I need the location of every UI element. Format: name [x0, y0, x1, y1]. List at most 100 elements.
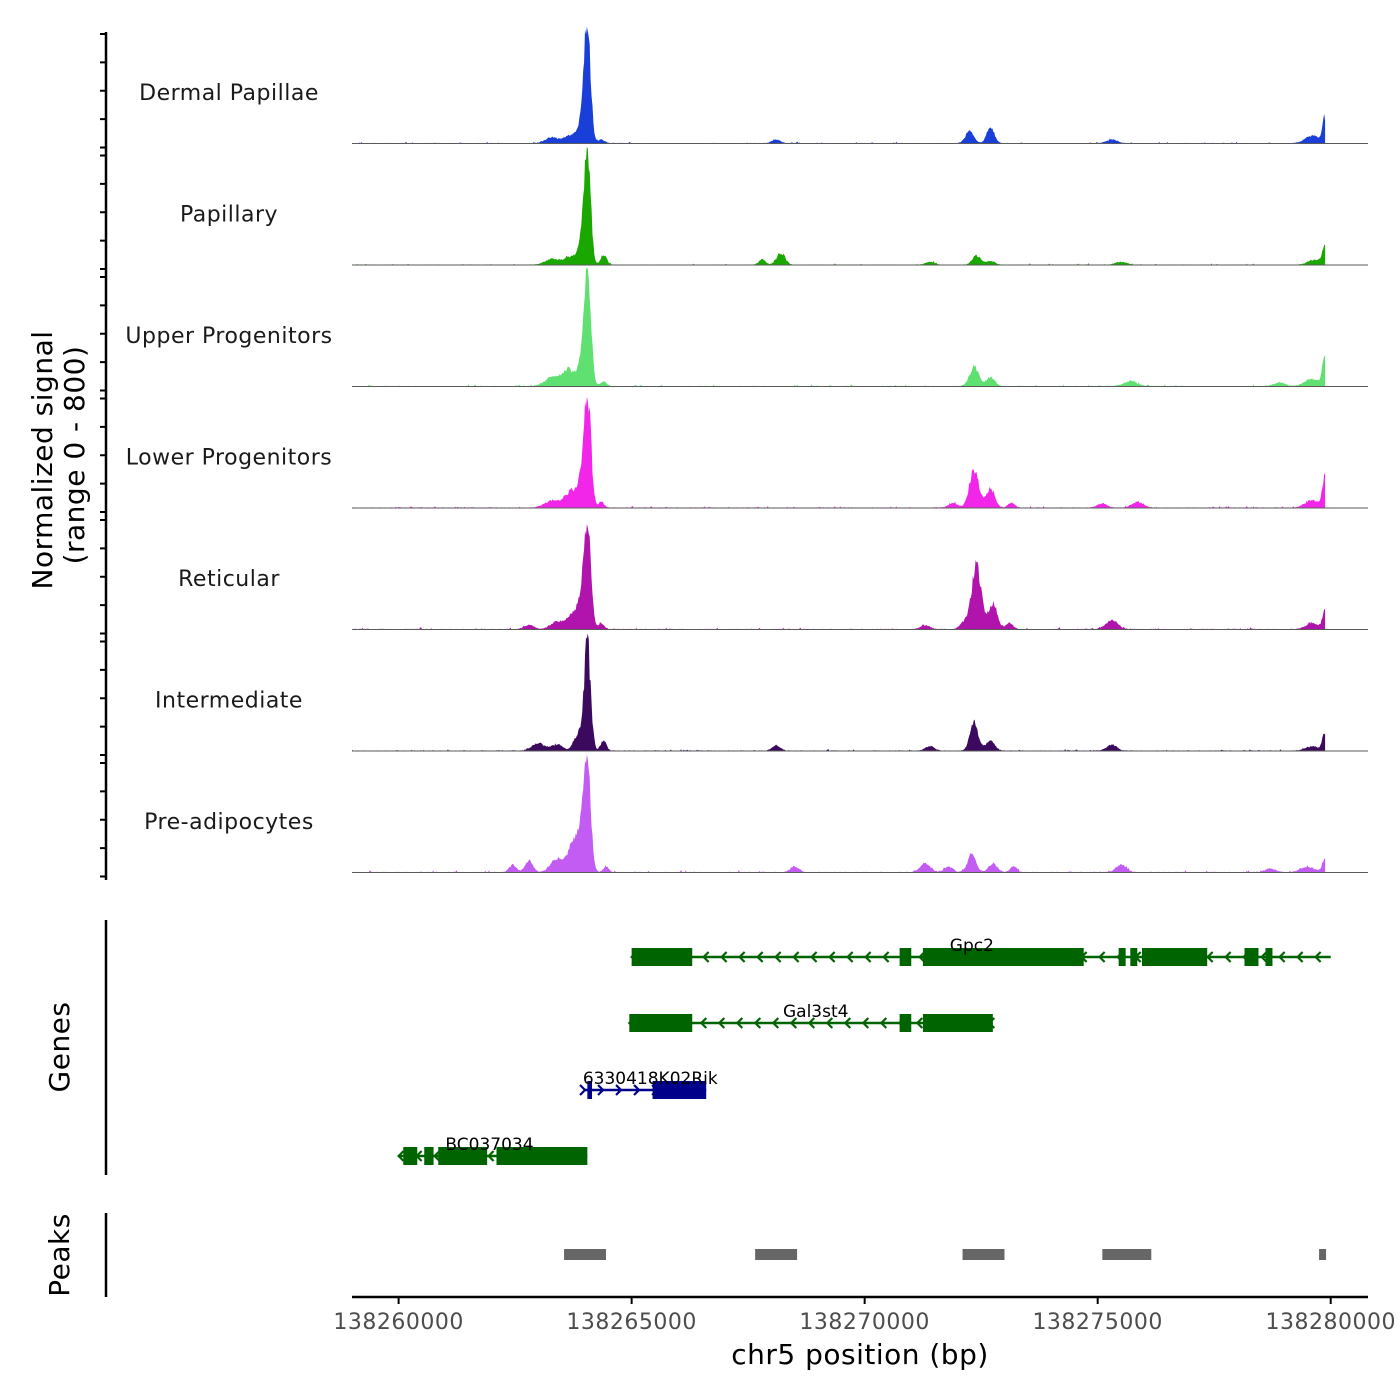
track-lower-progenitors: Lower Progenitors — [126, 396, 1368, 509]
peak-region — [962, 1249, 1005, 1260]
strand-arrow — [882, 951, 890, 963]
peak-region — [1319, 1249, 1327, 1260]
peaks-track-title: Peaks — [43, 1213, 76, 1297]
peak-region — [1102, 1249, 1152, 1260]
strand-arrow — [487, 1150, 495, 1162]
strand-arrow — [825, 1017, 834, 1029]
strand-arrow — [397, 1150, 405, 1162]
axes: 138260000 138265000 138270000 138275000 1382… — [100, 32, 1395, 1335]
strand-arrow — [615, 1084, 623, 1096]
peak-region — [564, 1249, 606, 1260]
x-tick-label: 138270000 — [799, 1310, 929, 1335]
gene-exon — [899, 1014, 912, 1032]
track-label: Lower Progenitors — [126, 446, 332, 471]
strand-arrow — [579, 1084, 587, 1096]
track-upper-progenitors: Upper Progenitors — [125, 268, 1368, 387]
y-axis-title-line2: (range 0 - 800) — [58, 346, 91, 565]
gene-label: BC037034 — [445, 1135, 533, 1155]
gene-exon — [1118, 948, 1126, 966]
gene-gal3st4: Gal3st4 — [627, 1002, 996, 1032]
strand-arrow — [633, 1084, 641, 1096]
strand-arrow — [1296, 951, 1304, 963]
strand-arrow — [1206, 951, 1214, 963]
strand-arrow — [843, 1017, 852, 1029]
x-axis-title: chr5 position (bp) — [731, 1338, 989, 1371]
track-label: Upper Progenitors — [125, 324, 332, 349]
track-label: Intermediate — [155, 689, 303, 714]
strand-arrow — [879, 1017, 888, 1029]
x-tick-label: 138275000 — [1032, 1310, 1162, 1335]
strand-arrow — [717, 1017, 726, 1029]
coverage-tracks: Dermal Papillae Papillary Upper Progenitor… — [125, 26, 1368, 873]
strand-arrow — [720, 951, 728, 963]
x-tick-label: 138260000 — [333, 1310, 463, 1335]
coverage-area — [352, 268, 1326, 387]
gene-exon — [587, 1081, 593, 1099]
gene-exon — [496, 1147, 588, 1165]
gene-exon — [899, 948, 912, 966]
strand-arrow — [864, 951, 872, 963]
strand-arrow — [915, 1017, 924, 1029]
gene-bc037034: BC037034 — [397, 1135, 588, 1165]
gene-label: Gpc2 — [950, 936, 994, 956]
strand-arrow — [1278, 951, 1286, 963]
track-label: Dermal Papillae — [139, 81, 319, 106]
strand-arrow — [861, 1017, 870, 1029]
coverage-area — [352, 396, 1326, 508]
track-papillary: Papillary — [180, 147, 1368, 266]
strand-arrow — [771, 1017, 780, 1029]
strand-arrow — [699, 1017, 708, 1029]
gene-exon — [922, 948, 1084, 966]
strand-arrow — [1224, 951, 1232, 963]
track-pre-adipocytes: Pre-adipocytes — [144, 754, 1368, 873]
gene-exon — [922, 1014, 993, 1032]
coverage-area — [352, 26, 1326, 144]
peak-region — [755, 1249, 798, 1260]
y-axis-title-line1: Normalized signal — [26, 330, 59, 589]
track-label: Papillary — [180, 203, 278, 228]
gene-exon — [1244, 948, 1259, 966]
gene-exon — [438, 1147, 488, 1165]
track-dermal-papillae: Dermal Papillae — [139, 26, 1368, 144]
gene-exon — [631, 948, 693, 966]
gene-label: 6330418K02Rik — [583, 1069, 718, 1089]
coverage-area — [352, 633, 1326, 751]
track-intermediate: Intermediate — [155, 633, 1368, 752]
strand-arrow — [753, 1017, 762, 1029]
strand-arrow — [789, 1017, 798, 1029]
genes-track-title: Genes — [43, 1002, 76, 1093]
gene-exon — [1130, 948, 1138, 966]
track-label: Pre-adipocytes — [144, 810, 314, 835]
strand-arrow — [735, 1017, 744, 1029]
x-tick-label: 138280000 — [1265, 1310, 1395, 1335]
strand-arrow — [792, 951, 800, 963]
strand-arrow — [810, 951, 818, 963]
gene-label: Gal3st4 — [783, 1002, 848, 1022]
strand-arrow — [774, 951, 782, 963]
gene-6330418k02rik: 6330418K02Rik — [579, 1069, 718, 1099]
gene-exon — [424, 1147, 434, 1165]
gene-exon — [629, 1014, 693, 1032]
strand-arrow — [597, 1084, 605, 1096]
gene-exon — [1141, 948, 1208, 966]
strand-arrow — [756, 951, 764, 963]
track-label: Reticular — [178, 567, 280, 592]
strand-arrow — [807, 1017, 816, 1029]
coverage-area — [352, 147, 1326, 265]
gene-track: Gpc2 Gal3st4 6330418K02Rik BC037034 — [104, 920, 1331, 1175]
gene-gpc2: Gpc2 — [630, 936, 1331, 966]
track-reticular: Reticular — [178, 524, 1368, 630]
strand-arrow — [828, 951, 836, 963]
gene-exon — [1265, 948, 1273, 966]
strand-arrow — [1098, 951, 1106, 963]
strand-arrow — [1260, 951, 1268, 963]
gene-exon — [652, 1081, 707, 1099]
strand-arrow — [846, 951, 854, 963]
peak-track — [104, 1213, 1327, 1297]
strand-arrow — [738, 951, 746, 963]
strand-arrow — [433, 1150, 441, 1162]
x-tick-label: 138265000 — [566, 1310, 696, 1335]
coverage-area — [352, 754, 1326, 873]
strand-arrow — [702, 951, 710, 963]
